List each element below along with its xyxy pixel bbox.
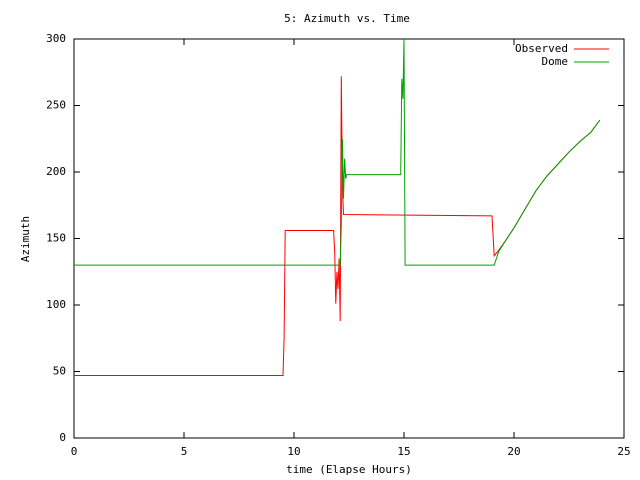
y-tick-label: 50	[53, 365, 66, 378]
x-tick-label: 10	[287, 445, 300, 458]
x-tick-label: 5	[181, 445, 188, 458]
x-tick-label: 25	[617, 445, 630, 458]
y-tick-label: 0	[59, 431, 66, 444]
data-line	[74, 38, 601, 266]
y-tick-label: 250	[46, 99, 66, 112]
legend-label: Observed	[515, 42, 568, 55]
legend-label: Dome	[542, 55, 569, 68]
y-tick-label: 150	[46, 232, 66, 245]
x-tick-label: 15	[397, 445, 410, 458]
chart-title: 5: Azimuth vs. Time	[284, 12, 410, 25]
y-tick-label: 300	[46, 32, 66, 45]
y-tick-label: 200	[46, 165, 66, 178]
data-line	[74, 76, 601, 376]
plot-border	[73, 38, 625, 439]
y-tick-label: 100	[46, 298, 66, 311]
x-tick-label: 0	[71, 445, 78, 458]
y-axis-label: Azimuth	[19, 216, 32, 262]
x-axis-label: time (Elapse Hours)	[286, 463, 412, 476]
x-tick-label: 20	[507, 445, 520, 458]
